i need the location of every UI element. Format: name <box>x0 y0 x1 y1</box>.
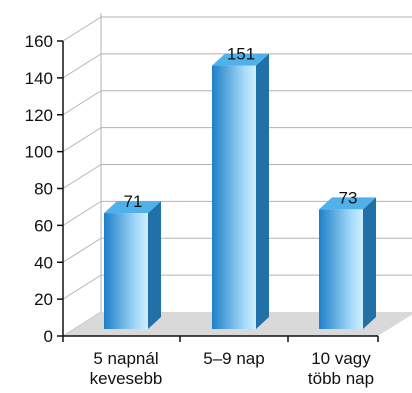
gridline-diagonal <box>62 16 102 42</box>
y-tick-label: 60 <box>34 216 53 235</box>
data-label: 151 <box>227 45 255 64</box>
bar-side <box>148 201 161 329</box>
bar-side <box>256 53 269 329</box>
category-label: 5 napnál kevesebb <box>90 349 163 388</box>
y-tick-label: 120 <box>25 106 53 125</box>
data-label: 73 <box>339 188 358 207</box>
bar <box>212 65 256 329</box>
category-label-line: 10 vagy <box>311 349 371 368</box>
y-tick-label: 40 <box>34 253 53 272</box>
y-axis-ticks: 0 20 40 60 80 100 120 140 160 <box>25 32 63 346</box>
category-label-line: kevesebb <box>90 369 163 388</box>
bar-top <box>212 53 269 66</box>
bar <box>104 213 148 329</box>
y-tick-label: 80 <box>34 180 53 199</box>
bar-top <box>104 201 161 214</box>
bar <box>319 209 363 329</box>
category-label-line: 5 napnál <box>93 349 158 368</box>
category-label: 10 vagy több nap <box>308 349 374 388</box>
category-label-line: több nap <box>308 369 374 388</box>
gridline-diagonal <box>62 53 102 79</box>
gridline-diagonal <box>62 200 102 226</box>
bar-side <box>363 197 376 329</box>
bar-top <box>319 197 376 210</box>
y-tick-label: 100 <box>25 143 53 162</box>
y-tick-label: 160 <box>25 32 53 51</box>
category-label-line: 5–9 nap <box>203 349 264 368</box>
y-tick-label: 20 <box>34 290 53 309</box>
gridline-diagonal <box>62 274 102 300</box>
y-tick-label: 140 <box>25 69 53 88</box>
gridline-diagonal <box>62 164 102 189</box>
y-tick-label: 0 <box>44 327 53 346</box>
data-label: 71 <box>124 192 143 211</box>
gridline-diagonal <box>62 237 102 263</box>
category-label: 5–9 nap <box>203 349 264 368</box>
bars <box>104 53 376 329</box>
data-labels: 71 151 73 <box>124 45 358 212</box>
category-labels: 5 napnál kevesebb 5–9 nap 10 vagy több nap <box>90 349 374 388</box>
gridline-diagonal <box>62 127 102 153</box>
gridline-diagonal <box>62 90 102 116</box>
